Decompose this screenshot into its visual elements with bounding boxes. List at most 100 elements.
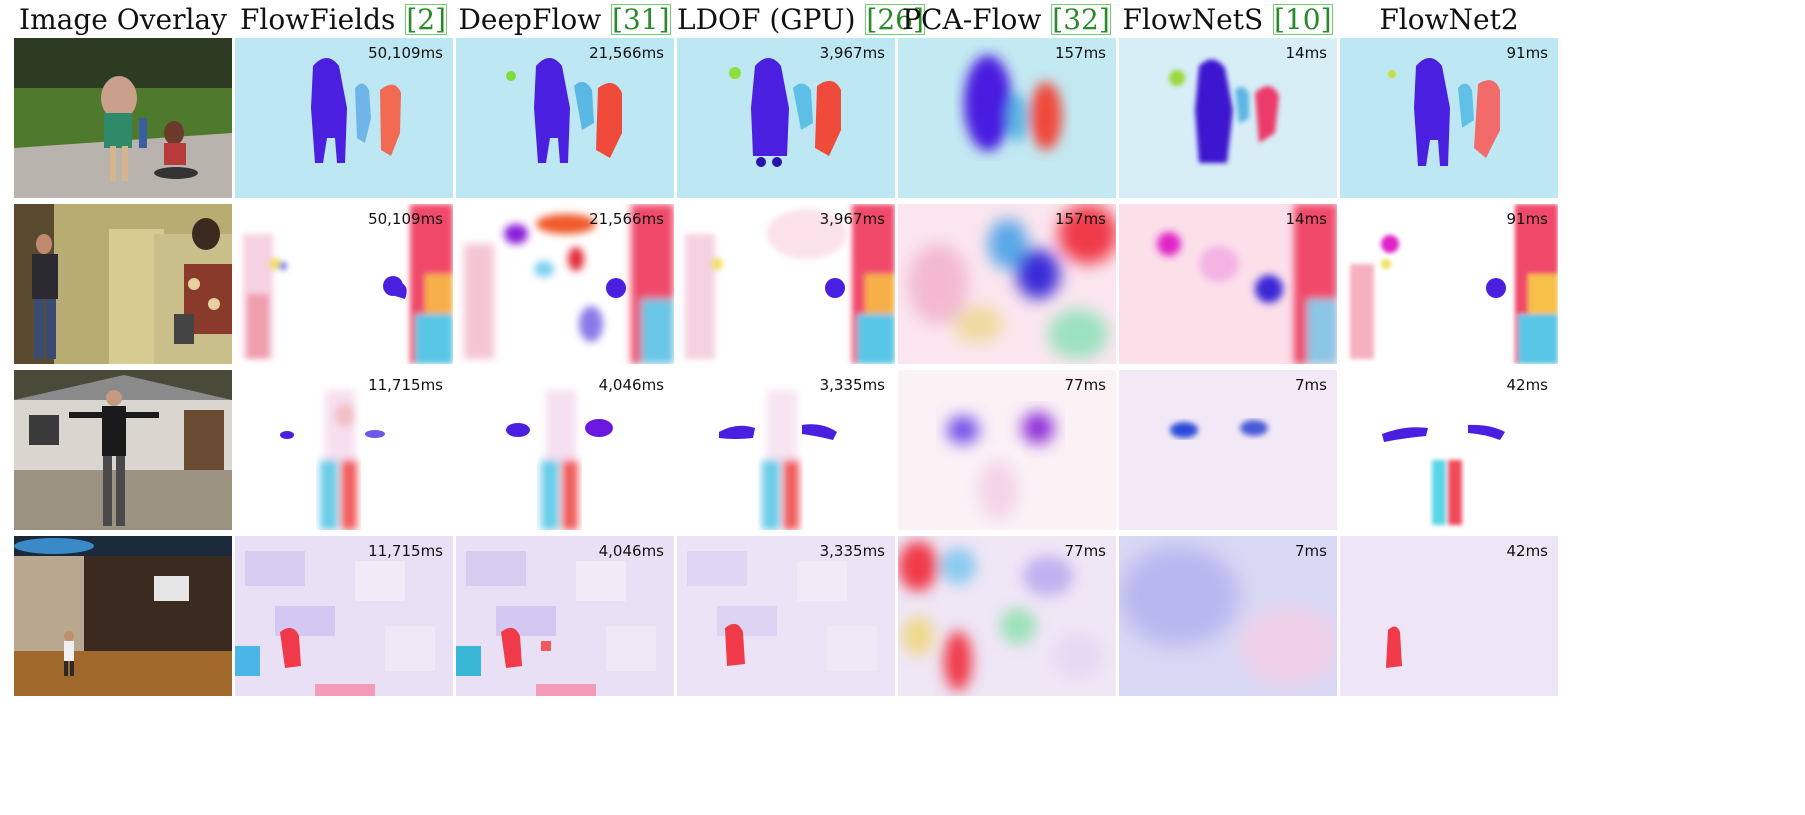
runtime-label: 77ms — [1064, 542, 1106, 560]
runtime-label: 4,046ms — [598, 542, 664, 560]
flow-map-juggling-flownet2 — [1350, 204, 1558, 364]
runtime-label: 7ms — [1295, 542, 1327, 560]
flow-map-children-deepflow — [506, 58, 622, 163]
flow-result-pcaflow-row1: 157ms — [898, 38, 1116, 198]
flow-map-gym-pcaflow — [898, 541, 1103, 691]
flow-map-juggling-flowfields — [243, 204, 453, 364]
flow-map-gym-flownet2 — [1386, 626, 1402, 668]
column-header-image-overlay: Image Overlay — [14, 0, 232, 40]
runtime-label: 91ms — [1506, 44, 1548, 62]
photo-juggling-indoors — [14, 204, 232, 364]
flow-result-deepflow-row4: 4,046ms — [456, 536, 674, 696]
runtime-label: 14ms — [1285, 44, 1327, 62]
image-overlay-children-on-deck — [14, 38, 232, 198]
column-header-deepflow: DeepFlow [31] — [456, 0, 674, 40]
flow-result-deepflow-row1: 21,566ms — [456, 38, 674, 198]
header-label: PCA-Flow — [902, 3, 1051, 36]
flow-map-children-pcaflow — [964, 55, 1062, 151]
runtime-label: 42ms — [1506, 542, 1548, 560]
flow-map-man-ldof — [719, 390, 837, 530]
flow-map-children-ldof — [729, 58, 841, 167]
flow-map-man-deepflow — [506, 390, 613, 530]
header-label: LDOF (GPU) — [677, 3, 865, 36]
flow-map-children-flowfields — [311, 58, 401, 163]
column-header-pcaflow: PCA-Flow [32] — [898, 0, 1116, 40]
column-header-flownets: FlowNetS [10] — [1119, 0, 1337, 40]
flow-result-flowfields-row4: 11,715ms — [235, 536, 453, 696]
flow-map-man-flownets — [1170, 420, 1268, 438]
flow-result-flowfields-row3: 11,715ms — [235, 370, 453, 530]
runtime-label: 91ms — [1506, 210, 1548, 228]
runtime-label: 11,715ms — [368, 542, 443, 560]
header-label: FlowNetS — [1122, 3, 1273, 36]
runtime-label: 3,335ms — [819, 542, 885, 560]
image-overlay-man-arms-out — [14, 370, 232, 530]
runtime-label: 50,109ms — [368, 210, 443, 228]
runtime-label: 3,335ms — [819, 376, 885, 394]
flow-result-deepflow-row3: 4,046ms — [456, 370, 674, 530]
flow-map-children-flownet2 — [1388, 58, 1500, 166]
runtime-label: 3,967ms — [819, 210, 885, 228]
flow-map-juggling-pcaflow — [908, 204, 1116, 359]
flow-result-flownet2-row4: 42ms — [1340, 536, 1558, 696]
flow-map-gym-flownets — [1119, 546, 1337, 686]
flow-result-flownets-row4: 7ms — [1119, 536, 1337, 696]
header-label: DeepFlow — [458, 3, 611, 36]
flow-map-juggling-flownets — [1157, 204, 1337, 364]
citation-link[interactable]: [31] — [611, 3, 671, 36]
photo-man-arms-out — [14, 370, 232, 530]
runtime-label: 157ms — [1054, 44, 1106, 62]
flow-map-man-flowfields — [280, 390, 385, 530]
flow-result-deepflow-row2: 21,566ms — [456, 204, 674, 364]
flow-map-juggling-deepflow — [464, 204, 674, 364]
runtime-label: 7ms — [1295, 376, 1327, 394]
flow-result-flownet2-row2: 91ms — [1340, 204, 1558, 364]
runtime-label: 50,109ms — [368, 44, 443, 62]
image-overlay-juggling-indoors — [14, 204, 232, 364]
flow-result-flowfields-row2: 50,109ms — [235, 204, 453, 364]
header-label: FlowNet2 — [1379, 3, 1519, 36]
flow-map-children-flownets — [1169, 59, 1279, 163]
flow-map-man-pcaflow — [947, 412, 1054, 520]
header-label: Image Overlay — [19, 3, 227, 36]
runtime-label: 77ms — [1064, 376, 1106, 394]
runtime-label: 21,566ms — [589, 210, 664, 228]
image-overlay-basketball-gym — [14, 536, 232, 696]
runtime-label: 14ms — [1285, 210, 1327, 228]
flow-result-flowfields-row1: 50,109ms — [235, 38, 453, 198]
flow-result-pcaflow-row3: 77ms — [898, 370, 1116, 530]
flow-result-ldof-row1: 3,967ms — [677, 38, 895, 198]
runtime-label: 3,967ms — [819, 44, 885, 62]
flow-map-gym-deepflow — [456, 551, 656, 696]
flow-map-juggling-ldof — [685, 204, 895, 364]
flow-result-flownets-row2: 14ms — [1119, 204, 1337, 364]
flow-result-ldof-row4: 3,335ms — [677, 536, 895, 696]
header-label: FlowFields — [240, 3, 405, 36]
flow-result-ldof-row3: 3,335ms — [677, 370, 895, 530]
runtime-label: 4,046ms — [598, 376, 664, 394]
column-header-ldof: LDOF (GPU) [26] — [677, 0, 925, 40]
photo-children-on-deck — [14, 38, 232, 198]
citation-link[interactable]: [32] — [1051, 3, 1111, 36]
flow-map-gym-flowfields — [235, 551, 435, 696]
column-header-flownet2: FlowNet2 — [1340, 0, 1558, 40]
runtime-label: 11,715ms — [368, 376, 443, 394]
citation-link[interactable]: [2] — [405, 3, 447, 36]
photo-basketball-gym — [14, 536, 232, 696]
flow-map-gym-ldof — [687, 551, 877, 671]
column-header-flowfields: FlowFields [2] — [235, 0, 453, 40]
flow-result-ldof-row2: 3,967ms — [677, 204, 895, 364]
runtime-label: 157ms — [1054, 210, 1106, 228]
citation-link[interactable]: [26] — [865, 3, 925, 36]
flow-map-man-flownet2 — [1382, 424, 1505, 525]
citation-link[interactable]: [10] — [1273, 3, 1333, 36]
runtime-label: 21,566ms — [589, 44, 664, 62]
flow-result-pcaflow-row4: 77ms — [898, 536, 1116, 696]
flow-result-flownets-row3: 7ms — [1119, 370, 1337, 530]
flow-result-flownet2-row1: 91ms — [1340, 38, 1558, 198]
flow-result-pcaflow-row2: 157ms — [898, 204, 1116, 364]
flow-result-flownet2-row3: 42ms — [1340, 370, 1558, 530]
runtime-label: 42ms — [1506, 376, 1548, 394]
flow-result-flownets-row1: 14ms — [1119, 38, 1337, 198]
